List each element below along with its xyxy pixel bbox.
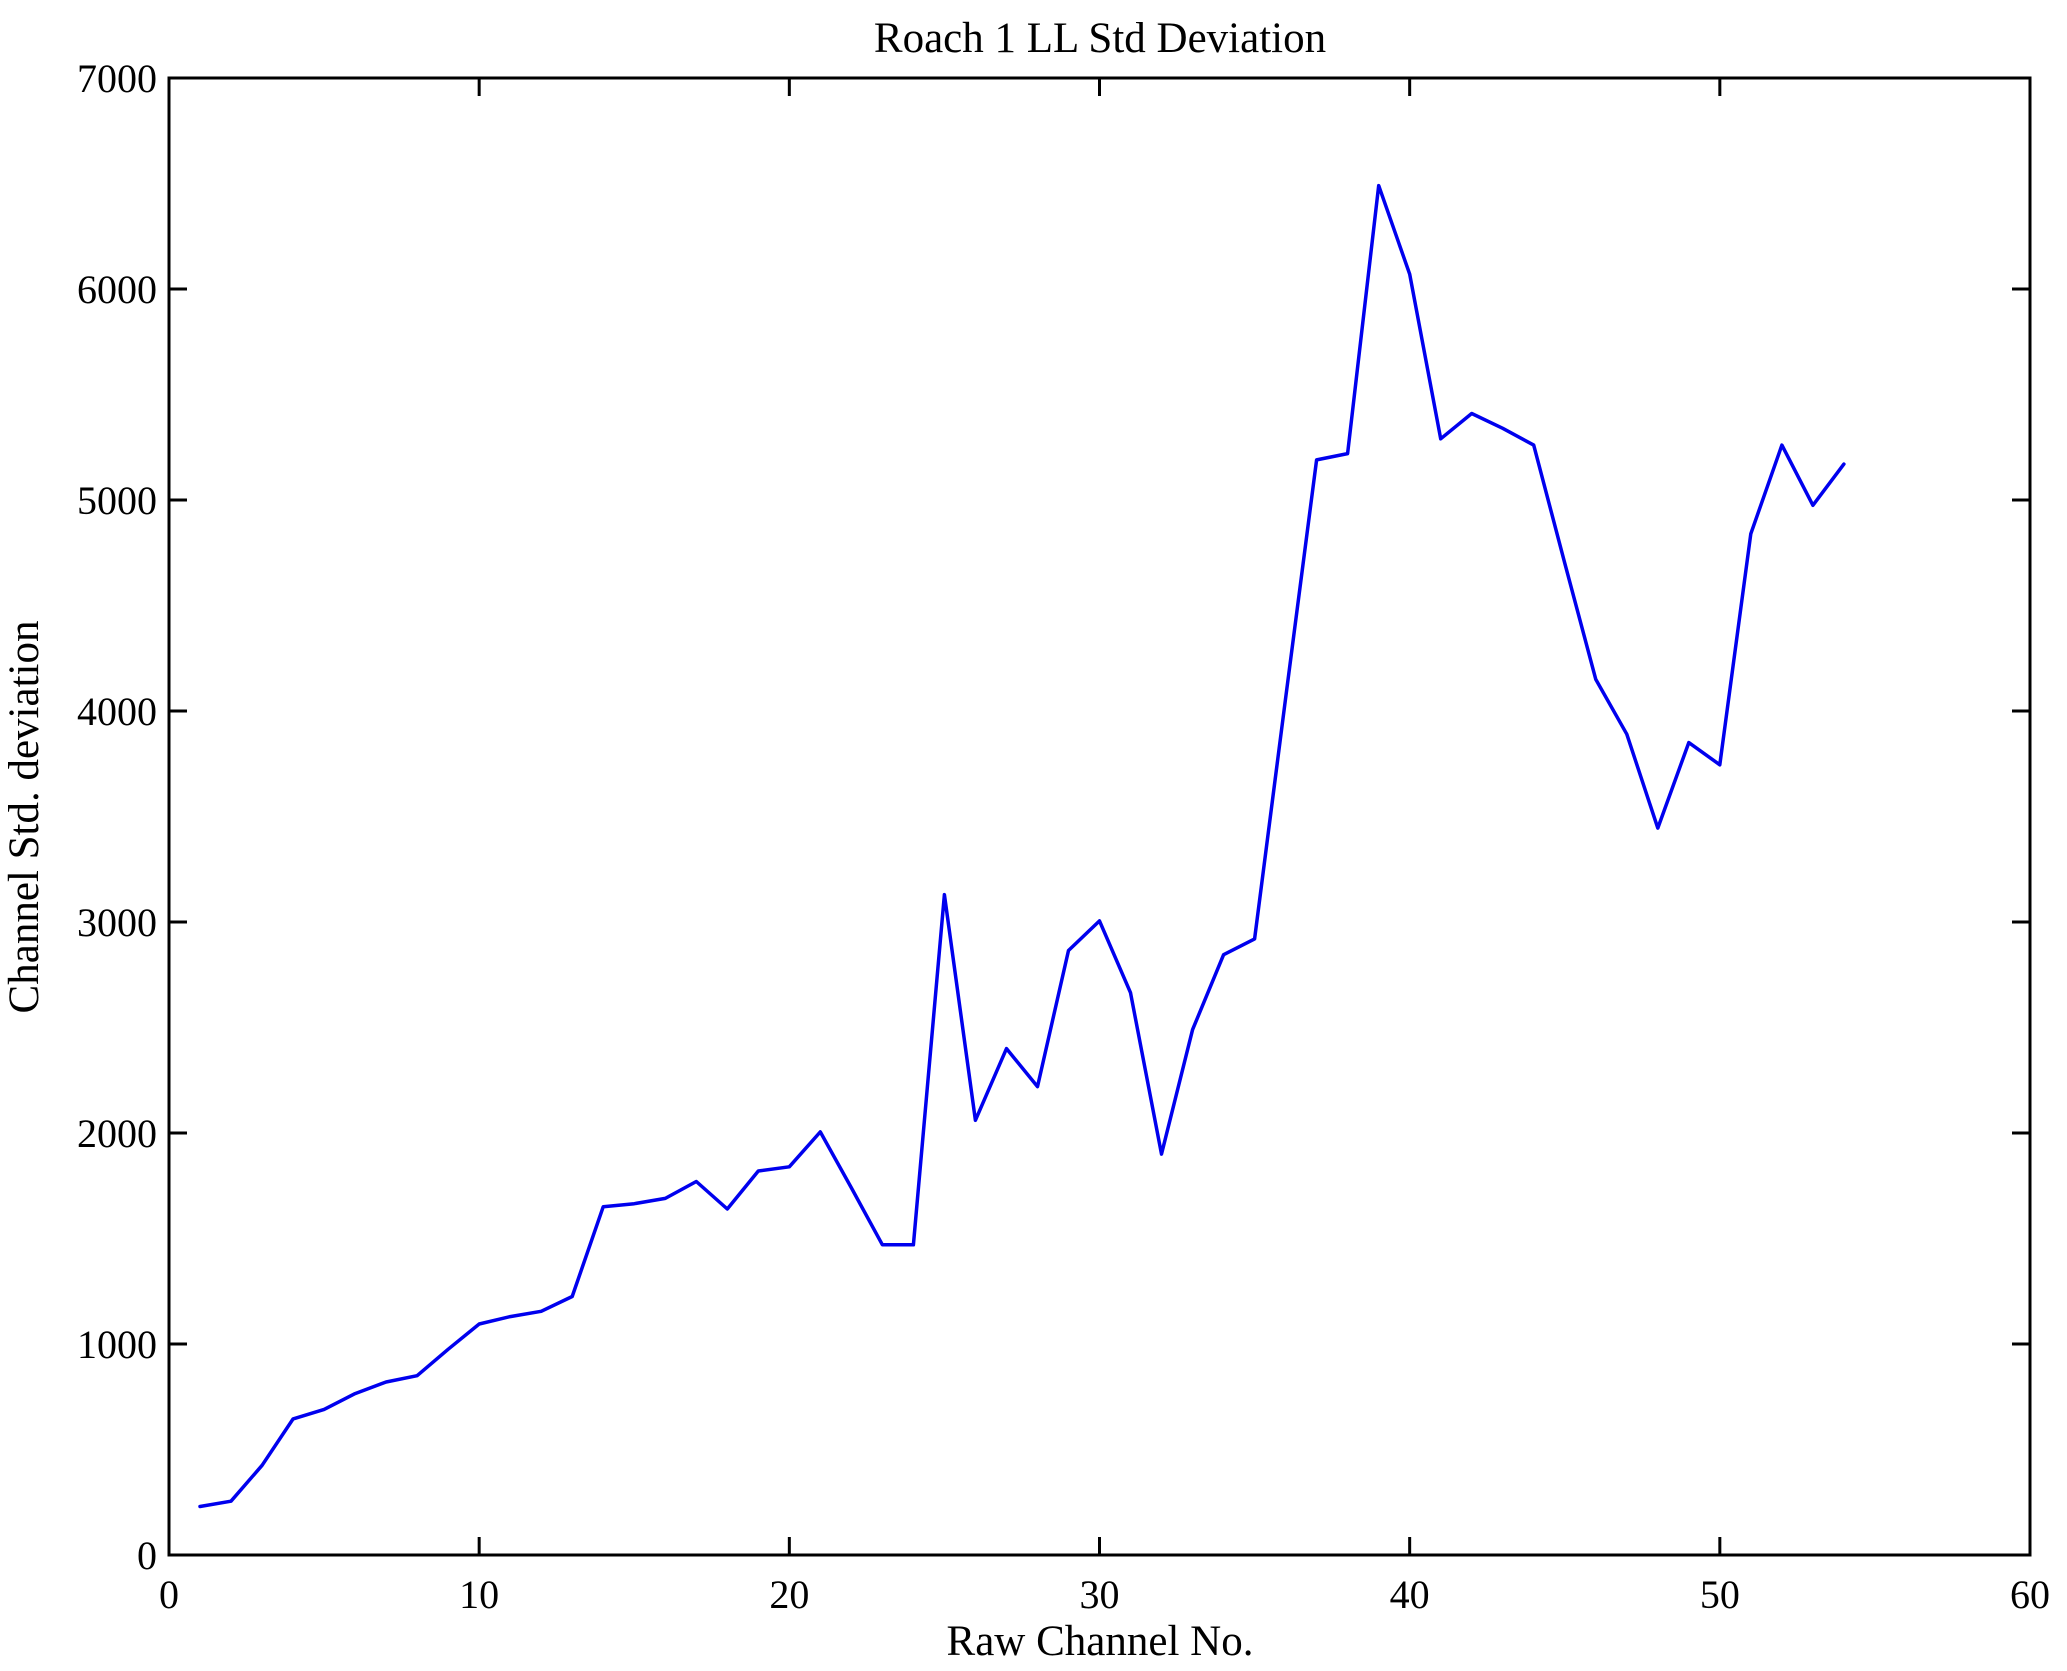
x-tick-label: 50	[1700, 1572, 1740, 1617]
axis-tick-labels: 0 10 20 30 40 50 60 0 1000 2000 3000 4000 5000 6000 70…	[77, 56, 2050, 1617]
x-axis-label: Raw Channel No.	[947, 1618, 1254, 1665]
y-tick-label: 7000	[77, 56, 157, 101]
y-tick-label: 1000	[77, 1322, 157, 1367]
axis-ticks	[167, 76, 2032, 1557]
data-series	[198, 183, 1846, 1509]
chart-title: Roach 1 LL Std Deviation	[874, 15, 1326, 62]
x-tick-label: 60	[2010, 1572, 2050, 1617]
y-tick-label: 6000	[77, 267, 157, 312]
y-axis-label: Channel Std. deviation	[1, 621, 48, 1014]
x-tick-label: 20	[769, 1572, 809, 1617]
x-tick-label: 30	[1080, 1572, 1120, 1617]
std-deviation-line	[198, 183, 1846, 1509]
x-tick-label: 0	[159, 1572, 179, 1617]
x-tick-label: 10	[459, 1572, 499, 1617]
y-tick-label: 4000	[77, 689, 157, 734]
x-tick-label: 40	[1390, 1572, 1430, 1617]
y-tick-label: 0	[137, 1533, 157, 1578]
plot-border	[167, 76, 2032, 1557]
y-tick-label: 2000	[77, 1111, 157, 1156]
y-tick-label: 5000	[77, 478, 157, 523]
y-tick-label: 3000	[77, 900, 157, 945]
